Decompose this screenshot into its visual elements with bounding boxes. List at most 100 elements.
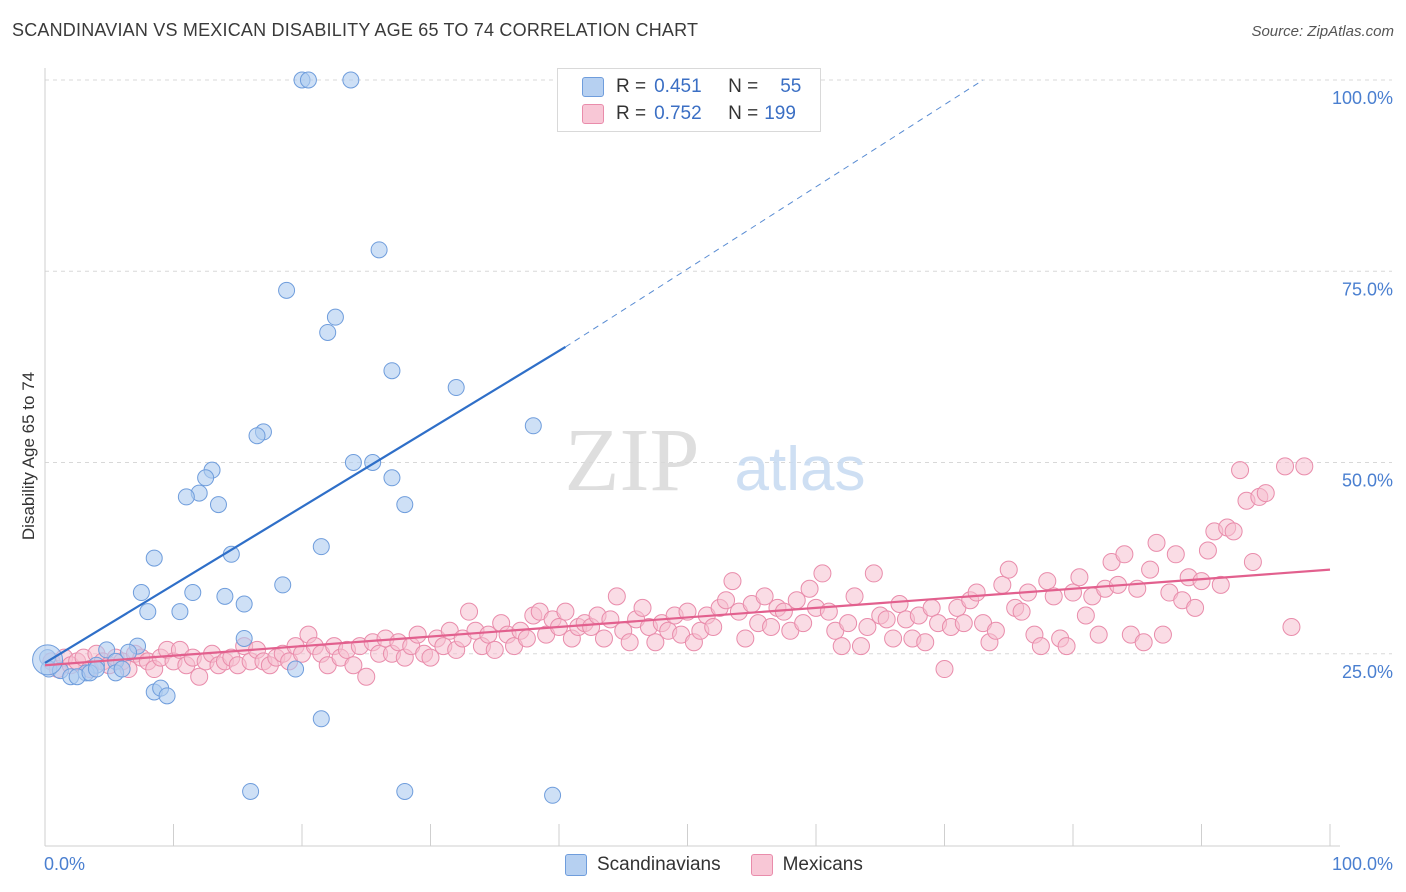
scandinavians-point [344,454,362,471]
scandinavians-point [184,584,202,602]
mexicans-point [357,667,376,686]
mexicans-point [877,610,896,629]
mexicans-point [1192,572,1211,591]
legend-item-scandinavians[interactable]: Scandinavians [565,854,721,876]
mexicans-point [1064,583,1082,602]
mexicans-point [800,579,819,598]
mexicans-point [1089,625,1108,644]
scandinavians-point [120,643,138,661]
mexicans-point [762,617,781,636]
y-axis-label: Disability Age 65 to 74 [19,372,38,540]
scandinavians-point [383,362,401,380]
mexicans-point [1057,637,1076,656]
watermark-zip: ZIP [565,411,700,510]
scandinavians-point [32,644,64,676]
scandinavians-point [171,603,189,621]
watermark-atlas: atlas [735,435,866,504]
scandinavians-point [370,241,388,259]
y-tick-label: 50.0% [1342,471,1393,491]
scandinavians-point [342,71,360,89]
mexicans-point [678,602,697,621]
n-label: N = [728,76,759,97]
scandinavians-point [158,687,176,705]
scandinavians-point [299,71,317,89]
mexicans-point [986,621,1005,640]
mexicans-point [1031,637,1050,656]
mexicans-point [832,637,851,656]
gridlines [45,79,1392,655]
scandinavians-point [242,782,260,800]
mexicans-point [1141,560,1160,579]
x-tick-label: 0.0% [44,854,85,874]
mexicans-point [736,629,755,648]
scandinavians-point [312,538,330,556]
mexicans-point [794,614,813,633]
mexicans-point [1186,598,1205,617]
mexicans-point [1243,552,1262,571]
scandinavians-point [132,584,150,602]
mexicans-point [967,583,986,602]
mexicans-point [344,656,363,675]
scandinavians-point [287,660,305,678]
tick-labels: 25.0% 50.0% 75.0% 100.0% 0.0% 100.0% [44,88,1393,874]
n-label: N = [728,103,759,124]
axes [44,68,1340,847]
scandinavians-point [87,660,105,678]
mexicans-point [890,595,909,614]
mexicans-point [845,587,864,606]
mexicans-point [1153,625,1172,644]
mexicans-point [1012,602,1031,621]
y-tick-label: 100.0% [1332,88,1393,108]
scandinavians-point [216,587,234,605]
n-value: 55 [780,76,802,97]
scandinavians-point [235,595,253,613]
correlation-legend: R = 0.451 N = 55 R = 0.752 N = 199 [557,68,821,132]
scandinavians-point [326,308,344,326]
mexicans-point [607,587,626,606]
mexicans-point [1038,572,1057,591]
y-tick-label: 75.0% [1342,279,1393,299]
scandinavians-point [197,469,215,487]
mexicans-point [1295,457,1314,476]
mexicans-point [954,614,973,633]
n-value: 199 [764,103,796,124]
mexicans-point [1256,484,1275,503]
mexicans-point [851,637,870,656]
scandinavians-point [544,786,562,804]
mexicans-point [755,587,774,606]
scandinavians-point [447,379,465,397]
trend-lines [44,79,1331,667]
mexicans-point [408,625,427,644]
mexicans-point [839,614,858,633]
mexicans-point [1134,633,1153,652]
mexicans-point [723,572,742,591]
mexicans-trend-line [44,568,1331,667]
scandinavians-point [248,427,266,445]
scandinavians-point [319,323,337,341]
scandinavians-point [524,417,542,435]
mexicans-point [485,640,504,659]
mexicans-swatch [750,854,773,876]
r-label: R = [616,76,647,97]
mexicans-point [1115,545,1134,564]
mexicans-point [1070,568,1089,587]
mexicans-point [864,564,883,583]
mexicans-point [999,560,1018,579]
mexicans-point [1166,545,1185,564]
mexicans-swatch [582,104,604,124]
mexicans-point [922,598,941,617]
mexicans-point [646,633,665,652]
scandinavians-point [383,469,401,487]
scandinavians-point [278,281,296,299]
mexicans-point [479,625,498,644]
scandinavians-points [32,71,562,804]
mexicans-point [460,602,479,621]
mexicans-point [1224,522,1243,541]
scandinavians-point [177,488,195,506]
scandinavians-trend-line [44,346,566,664]
mexicans-point [1147,533,1166,552]
legend-item-mexicans[interactable]: Mexicans [750,854,863,876]
mexicans-point [993,575,1012,594]
legend-row-scandinavians: R = 0.451 N = 55 [582,75,802,99]
